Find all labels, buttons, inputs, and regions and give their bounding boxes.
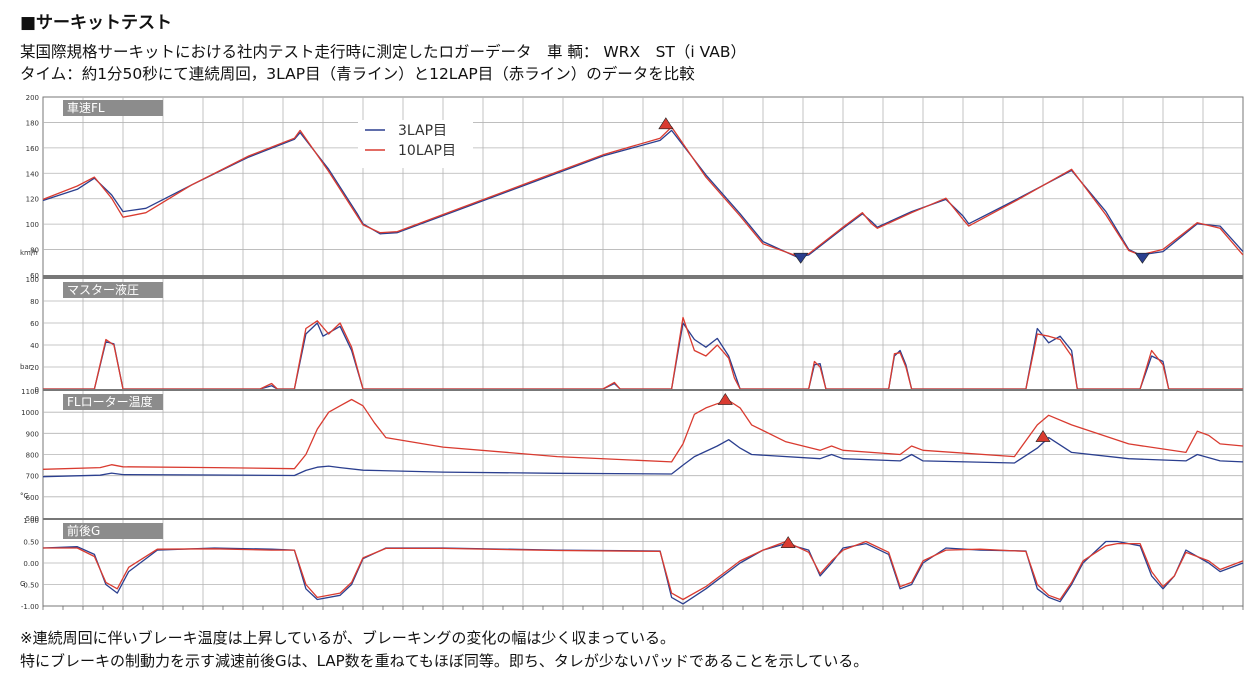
panel-label-box [63, 282, 163, 298]
y-tick-label: 700 [26, 473, 39, 481]
y-unit-label: G [20, 580, 25, 588]
y-tick-label: 160 [26, 145, 39, 153]
y-tick-label: 1000 [21, 409, 39, 417]
y-tick-label: -1.00 [21, 603, 39, 611]
y-tick-label: 0.00 [23, 560, 39, 568]
y-tick-label: -0.50 [21, 582, 39, 590]
panel-label-box [63, 394, 163, 410]
series-line-red [42, 126, 1244, 257]
note-line-1: ※連続周回に伴いブレーキ温度は上昇しているが、ブレーキングの変化の幅は少く収まっ… [20, 629, 676, 647]
series-line-red [43, 540, 1244, 601]
y-tick-label: 0.50 [23, 539, 39, 547]
peak-marker [717, 392, 733, 405]
y-tick-label: 40 [30, 342, 39, 350]
y-tick-label: 900 [26, 430, 39, 438]
peak-marker [1134, 252, 1151, 264]
panel-separator [43, 518, 1243, 520]
series-line-red [42, 398, 1244, 470]
note-line-2: 特にブレーキの制動力を示す減速前後Gは、LAP数を重ねてもほぼ同等。即ち、タレが… [20, 652, 869, 670]
y-unit-label: bar [20, 363, 32, 371]
description-line-2: タイム：約1分50秒にて連続周回，3LAP目（青ライン）と12LAP目（赤ライン… [20, 65, 695, 83]
y-tick-label: 1.00 [23, 517, 39, 525]
legend-box [358, 120, 473, 168]
peak-marker [658, 117, 674, 130]
panel-separator [43, 275, 1243, 279]
y-tick-label: 60 [30, 272, 39, 280]
y-tick-label: 100 [26, 276, 39, 284]
y-unit-label: km/h [20, 249, 38, 257]
y-tick-label: 20 [30, 364, 39, 372]
y-tick-label: 200 [26, 94, 39, 102]
panel-label: マスター液圧 [67, 282, 139, 297]
series-line-blue [42, 436, 1244, 478]
peak-marker [780, 536, 796, 548]
y-tick-label: 80 [30, 247, 39, 255]
y-tick-label: 1100 [21, 388, 39, 396]
y-tick-label: 80 [30, 298, 39, 306]
panel-label-box [63, 523, 163, 539]
y-tick-label: 140 [26, 170, 39, 178]
y-unit-label: °C [20, 492, 29, 500]
y-tick-label: 120 [26, 196, 39, 204]
description-line-1: 某国際規格サーキットにおける社内テスト走行時に測定したロガーデータ 車 輌： W… [20, 43, 746, 61]
page-heading: ■サーキットテスト [20, 13, 173, 33]
peak-marker [1035, 430, 1051, 442]
y-tick-label: 180 [26, 119, 39, 127]
panel-label: FLローター温度 [67, 394, 153, 409]
panel-label: 前後G [67, 523, 100, 538]
y-tick-label: 600 [26, 494, 39, 502]
legend-label: 10LAP目 [398, 143, 456, 159]
y-tick-label: 500 [26, 515, 39, 523]
y-tick-label: 100 [26, 221, 39, 229]
y-tick-label: 0 [35, 386, 39, 394]
peak-marker [793, 252, 809, 264]
panel-label: 車速FL [67, 101, 105, 115]
panel-separator [43, 389, 1243, 391]
legend-label: 3LAP目 [398, 123, 447, 139]
y-tick-label: 800 [26, 452, 39, 460]
y-tick-label: 60 [30, 320, 39, 328]
panel-label-box [63, 100, 163, 116]
